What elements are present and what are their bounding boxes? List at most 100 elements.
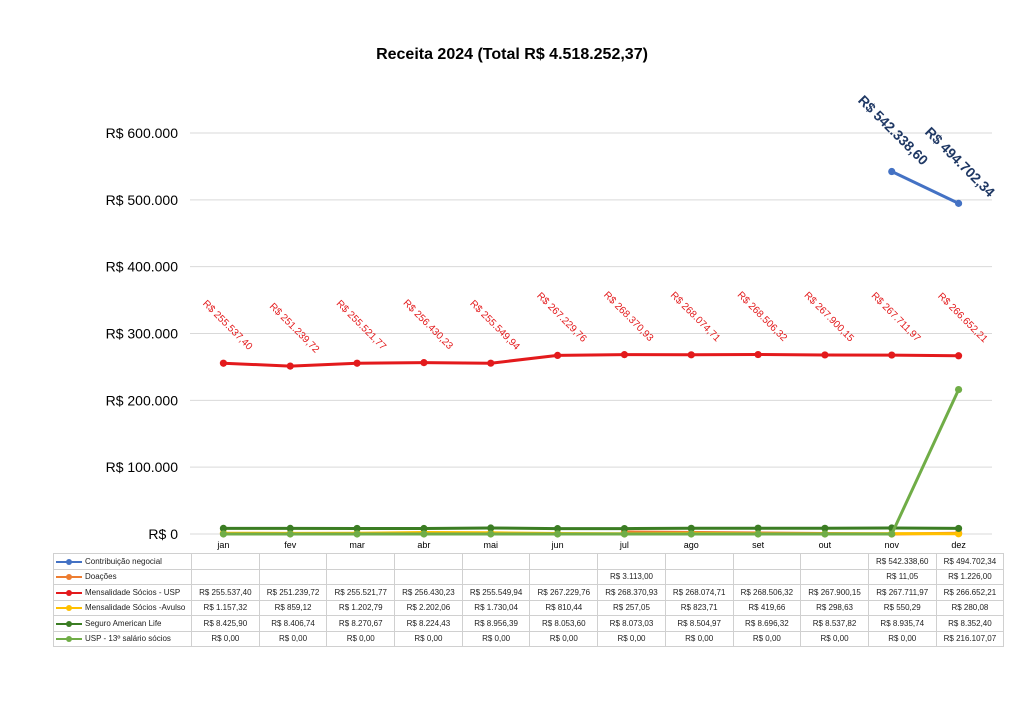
data-point	[420, 530, 428, 538]
data-label: R$ 268.506,32	[735, 290, 789, 344]
table-cell: R$ 8.270,67	[326, 615, 396, 632]
legend-label: USP - 13º salário sócios	[85, 634, 171, 644]
table-row: Seguro American Life R$ 8.425,90 R$ 8.406,…	[53, 615, 1005, 632]
table-cell: R$ 1.157,32	[191, 599, 260, 616]
data-label: R$ 542.338,60	[855, 92, 931, 168]
legend-entry: Doações	[53, 568, 192, 585]
data-point	[754, 530, 762, 538]
table-cell	[800, 568, 869, 585]
table-cell	[664, 568, 734, 585]
data-point	[286, 362, 294, 370]
legend-label: Doações	[85, 572, 117, 582]
data-point	[888, 351, 896, 359]
data-point	[954, 524, 963, 533]
table-cell	[258, 568, 328, 585]
legend-entry: Contribuição negocial	[53, 553, 192, 570]
data-point	[286, 524, 294, 532]
table-cell: R$ 280,08	[935, 599, 1005, 616]
table-cell: R$ 268.506,32	[732, 584, 802, 601]
data-label: R$ 255.537,40	[200, 298, 254, 352]
table-cell: R$ 0,00	[597, 630, 666, 647]
table-cell: R$ 419,66	[732, 599, 802, 616]
table-cell	[326, 568, 396, 585]
data-label: R$ 255.549,94	[467, 298, 521, 352]
data-point	[219, 524, 228, 532]
table-cell: R$ 268.370,93	[597, 584, 666, 601]
data-point	[687, 351, 695, 359]
y-tick-label: R$ 0	[148, 526, 178, 542]
data-table: Contribuição negocial R$ 542.338,60 R$ 494…	[53, 553, 1005, 647]
x-tick-label: mai	[483, 540, 498, 550]
y-tick-label: R$ 200.000	[106, 392, 179, 408]
x-tick-label: jun	[551, 540, 564, 550]
data-label: R$ 255.521,77	[334, 298, 388, 352]
table-cell: R$ 1.226,00	[935, 568, 1005, 585]
legend-entry: Mensalidade Sócios -Avulso	[53, 599, 192, 616]
legend-label: Seguro American Life	[85, 618, 162, 628]
table-cell: R$ 267.229,76	[529, 584, 599, 601]
data-point	[620, 525, 629, 533]
data-point	[687, 530, 695, 538]
table-cell: R$ 8.537,82	[800, 615, 869, 632]
data-point	[821, 530, 829, 538]
table-cell: R$ 8.504,97	[664, 615, 734, 632]
data-point	[353, 530, 361, 538]
table-row: USP - 13º salário sócios R$ 0,00 R$ 0,00 R$…	[53, 630, 1005, 647]
data-point	[553, 525, 562, 533]
table-cell: R$ 550,29	[867, 599, 937, 616]
y-tick-label: R$ 500.000	[106, 192, 179, 208]
legend-marker-icon	[56, 589, 82, 597]
data-point	[754, 350, 762, 359]
table-cell: R$ 823,71	[664, 599, 734, 616]
table-cell: R$ 0,00	[664, 630, 734, 647]
data-point	[219, 530, 228, 538]
table-cell: R$ 268.074,71	[664, 584, 734, 601]
data-point	[420, 524, 428, 533]
y-tick-label: R$ 100.000	[106, 459, 179, 475]
x-tick-label: fev	[284, 540, 297, 550]
table-cell: R$ 0,00	[258, 630, 328, 647]
legend-entry: Seguro American Life	[53, 615, 192, 632]
table-cell: R$ 0,00	[732, 630, 802, 647]
data-point	[888, 530, 896, 538]
table-cell	[394, 553, 463, 570]
data-label: R$ 256.430,23	[401, 298, 455, 352]
data-point	[687, 524, 695, 532]
x-tick-label: set	[752, 540, 765, 550]
legend-marker-icon	[56, 620, 82, 628]
table-cell: R$ 251.239,72	[258, 584, 328, 601]
table-row: Mensalidade Sócios - USP R$ 255.537,40 R$ …	[53, 584, 1005, 601]
table-cell: R$ 0,00	[800, 630, 869, 647]
table-cell: R$ 8.053,60	[529, 615, 599, 632]
table-cell: R$ 8.425,90	[191, 615, 260, 632]
y-tick-label: R$ 600.000	[106, 125, 179, 141]
table-cell: R$ 1.202,79	[326, 599, 396, 616]
legend-label: Mensalidade Sócios - USP	[85, 587, 181, 597]
data-point	[954, 385, 963, 394]
table-cell: R$ 8.935,74	[867, 615, 937, 632]
data-label: R$ 267.900,15	[802, 290, 856, 344]
y-tick-label: R$ 400.000	[106, 259, 179, 275]
table-cell	[461, 568, 531, 585]
data-point	[754, 524, 762, 532]
series-line	[223, 526, 959, 531]
data-label: R$ 251.239,72	[267, 301, 321, 355]
data-point	[954, 352, 963, 360]
table-cell	[326, 553, 396, 570]
table-cell: R$ 2.202,06	[394, 599, 463, 616]
data-point	[954, 530, 963, 538]
table-cell: R$ 216.107,07	[935, 630, 1005, 647]
data-point	[553, 351, 562, 360]
table-cell: R$ 0,00	[326, 630, 396, 647]
data-point	[219, 359, 228, 367]
data-point	[888, 167, 896, 176]
table-cell: R$ 256.430,23	[394, 584, 463, 601]
table-cell: R$ 859,12	[258, 599, 328, 616]
data-point	[286, 530, 294, 538]
data-point	[353, 359, 361, 367]
x-tick-label: out	[819, 540, 832, 550]
x-tick-label: abr	[417, 540, 430, 550]
x-tick-label: ago	[684, 540, 699, 550]
table-cell	[529, 553, 599, 570]
table-cell: R$ 8.073,03	[597, 615, 666, 632]
